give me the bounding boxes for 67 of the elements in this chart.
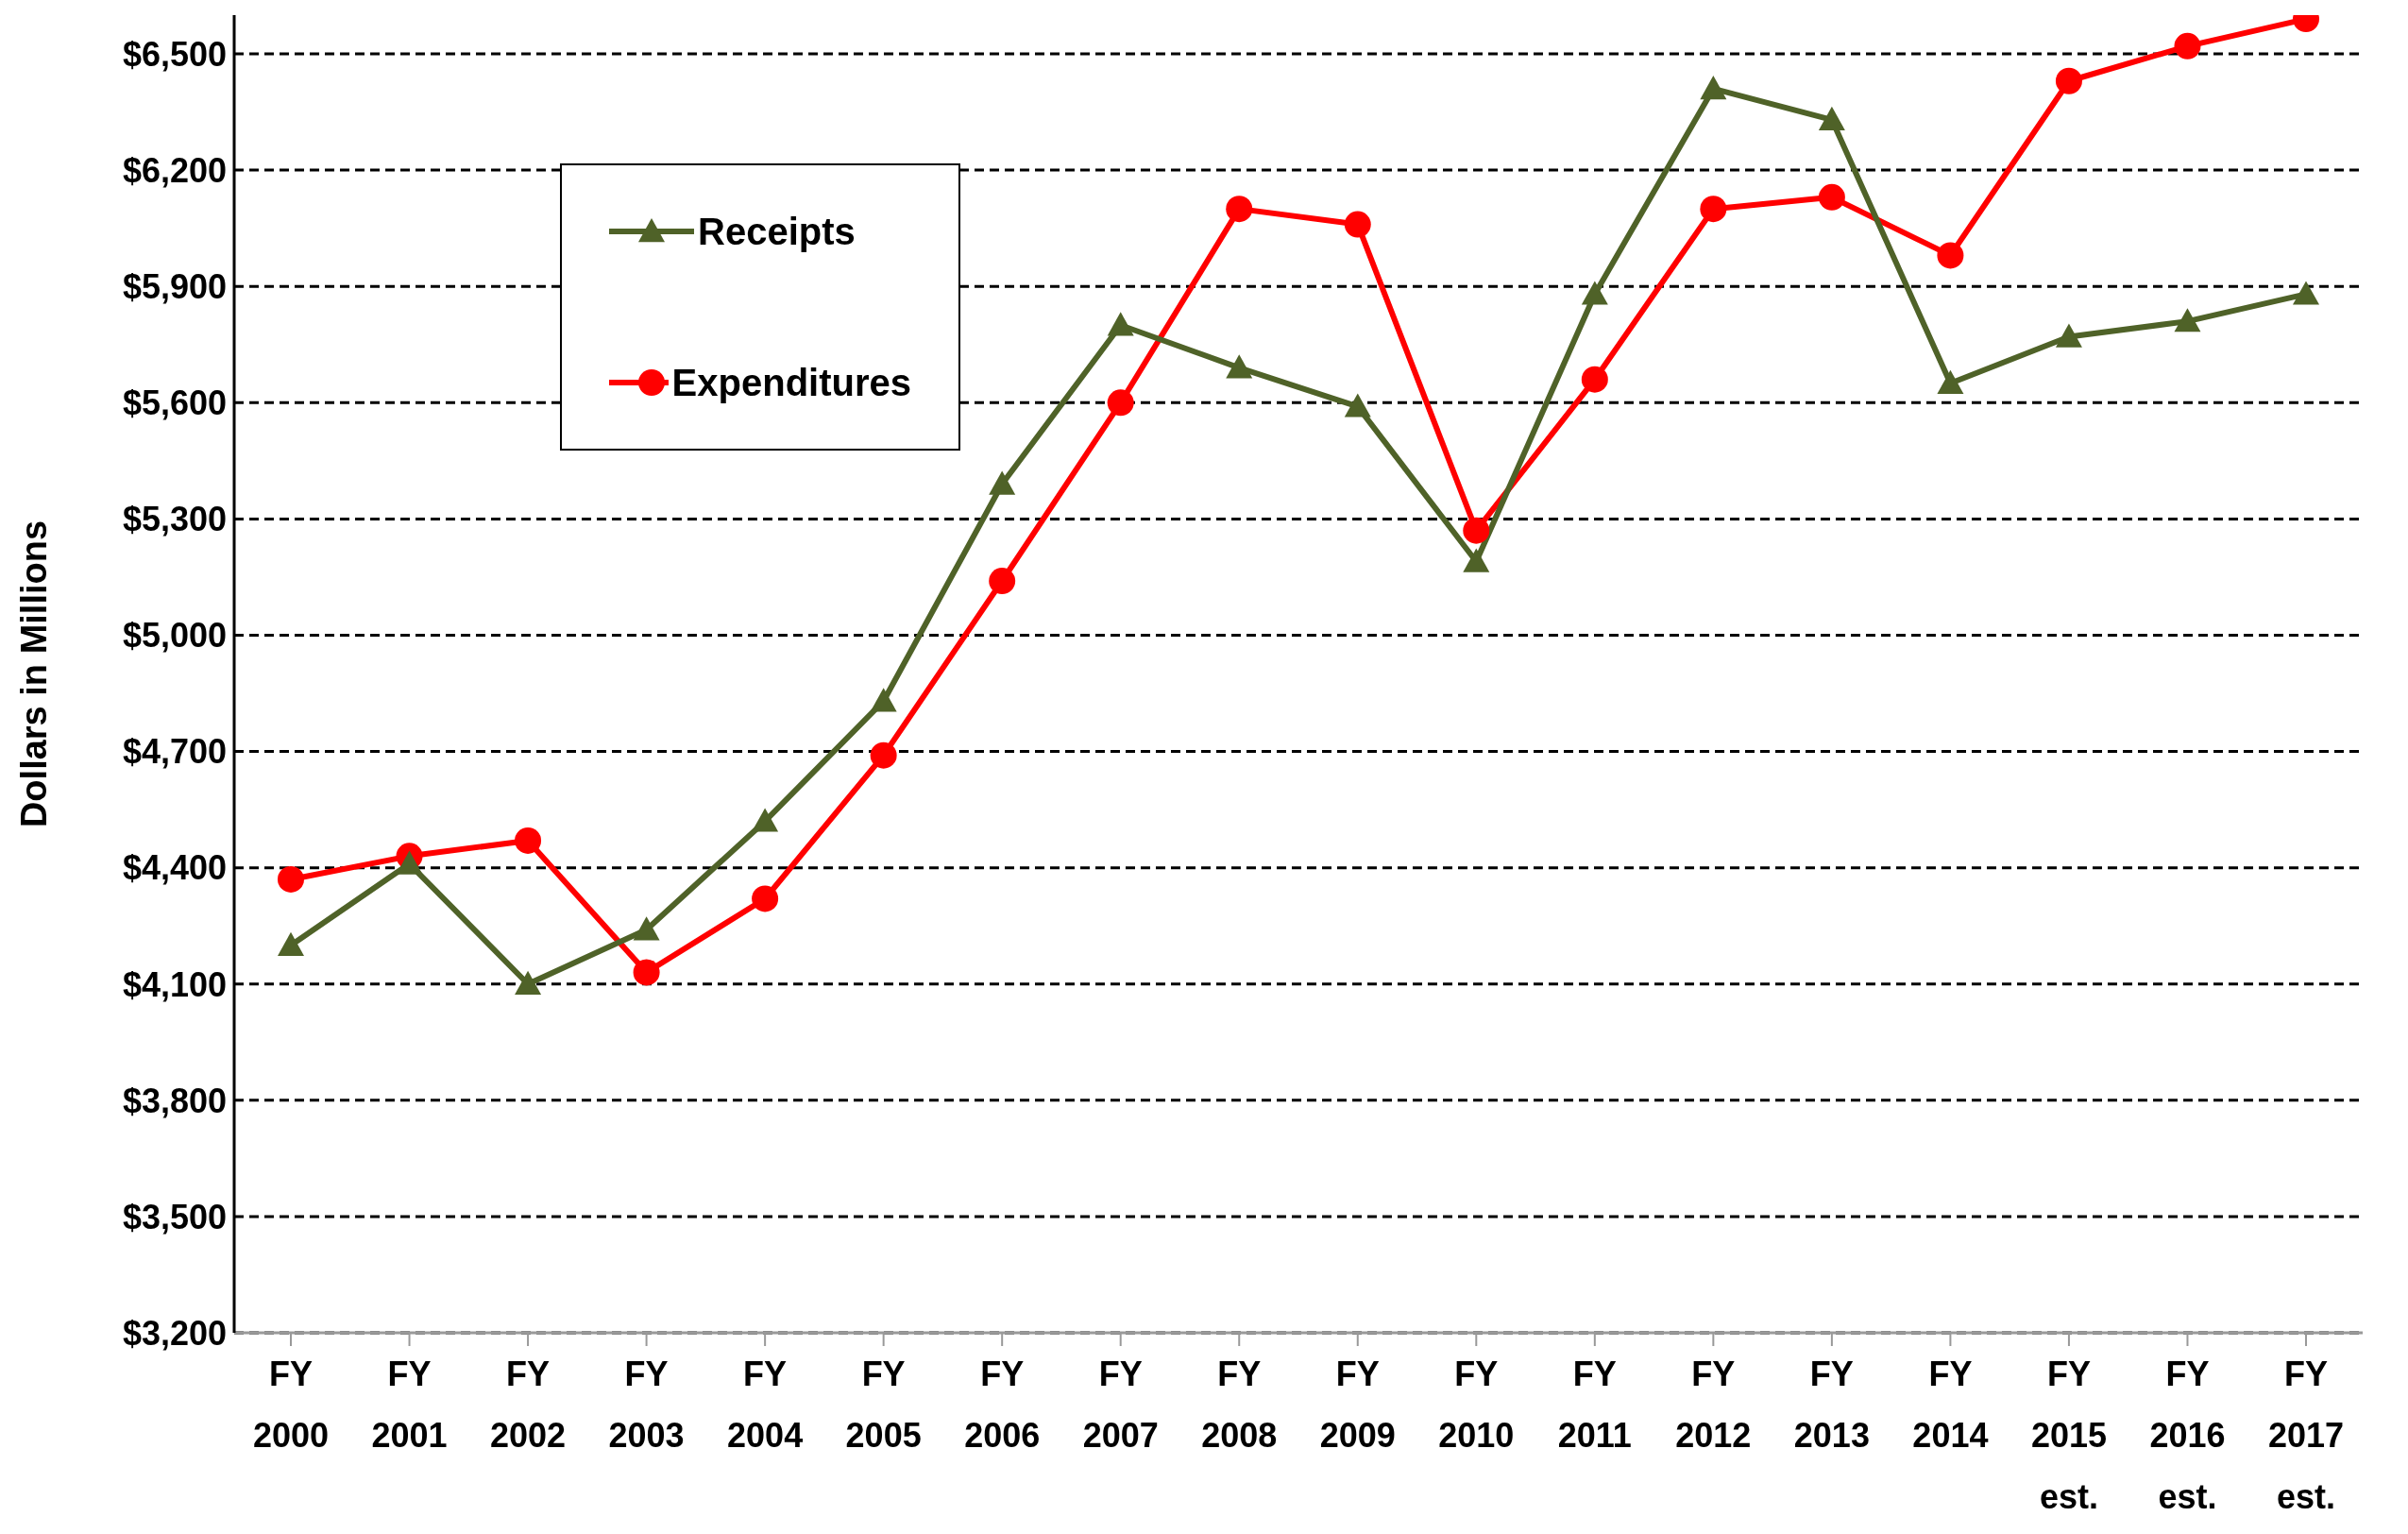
y-tick-label: $5,900	[122, 266, 227, 306]
x-tick-label: FY 2008	[1201, 1355, 1278, 1455]
x-tick-label: FY 2017 est.	[2267, 1355, 2345, 1516]
x-tick-label: FY 2005	[845, 1355, 922, 1455]
x-tick-label: FY 2003	[608, 1355, 685, 1455]
legend-label: Expenditures	[671, 361, 911, 404]
x-tick-label: FY 2001	[371, 1355, 448, 1455]
y-tick-label: $5,300	[122, 500, 227, 539]
x-tick-label: FY 2002	[490, 1355, 567, 1455]
x-tick-label: FY 2013	[1793, 1355, 1870, 1455]
point	[1107, 312, 1134, 336]
point	[752, 808, 779, 832]
y-tick-label: $3,500	[122, 1197, 227, 1236]
point	[1700, 196, 1727, 223]
y-tick-label: $6,500	[122, 34, 227, 74]
point	[989, 470, 1016, 495]
point	[989, 568, 1016, 595]
point	[1818, 183, 1845, 211]
point	[396, 850, 423, 875]
point	[2055, 67, 2082, 94]
x-tick-label: FY 2012	[1675, 1355, 1752, 1455]
point	[1581, 281, 1608, 305]
point	[2174, 32, 2201, 60]
point	[1937, 242, 1964, 269]
point	[1463, 517, 1490, 544]
point	[1581, 366, 1608, 393]
x-tick-label: FY 2010	[1438, 1355, 1515, 1455]
point	[278, 931, 304, 956]
point	[870, 741, 897, 769]
x-tick-label: FY 2007	[1082, 1355, 1159, 1455]
point	[515, 827, 542, 854]
point	[870, 688, 897, 712]
y-axis-title: Dollars in Millions	[14, 520, 55, 828]
point	[633, 959, 660, 986]
point	[515, 970, 542, 995]
point	[1463, 548, 1490, 572]
x-tick-label: FY 2009	[1319, 1355, 1396, 1455]
x-tick-label: FY 2004	[727, 1355, 804, 1455]
point	[1226, 354, 1253, 379]
y-tick-label: $6,200	[122, 150, 227, 190]
point	[2174, 308, 2201, 332]
y-tick-label: $3,200	[122, 1313, 227, 1353]
y-tick-label: $4,700	[122, 732, 227, 772]
y-tick-label: $5,600	[122, 384, 227, 423]
point	[278, 865, 304, 893]
point	[1344, 393, 1371, 418]
x-tick-label: FY 2000	[252, 1355, 330, 1455]
x-tick-label: FY 2011	[1557, 1355, 1632, 1455]
point	[1344, 211, 1371, 238]
x-tick-label: FY 2016 est.	[2149, 1355, 2226, 1516]
point	[1700, 75, 1727, 100]
point	[1818, 106, 1845, 130]
y-tick-label: $3,800	[122, 1081, 227, 1120]
point	[1226, 196, 1253, 223]
y-tick-label: $4,100	[122, 964, 227, 1004]
x-tick-label: FY 2006	[964, 1355, 1041, 1455]
x-tick-label: FY 2015 est.	[2030, 1355, 2107, 1516]
y-tick-label: $5,000	[122, 616, 227, 656]
point	[752, 885, 779, 912]
x-tick-label: FY 2014	[1912, 1355, 1989, 1455]
point	[2055, 323, 2082, 348]
point	[633, 916, 660, 941]
point	[1107, 389, 1134, 417]
point	[2293, 281, 2319, 305]
legend-label: Receipts	[698, 210, 856, 253]
point	[1937, 369, 1964, 394]
y-tick-label: $4,400	[122, 848, 227, 888]
